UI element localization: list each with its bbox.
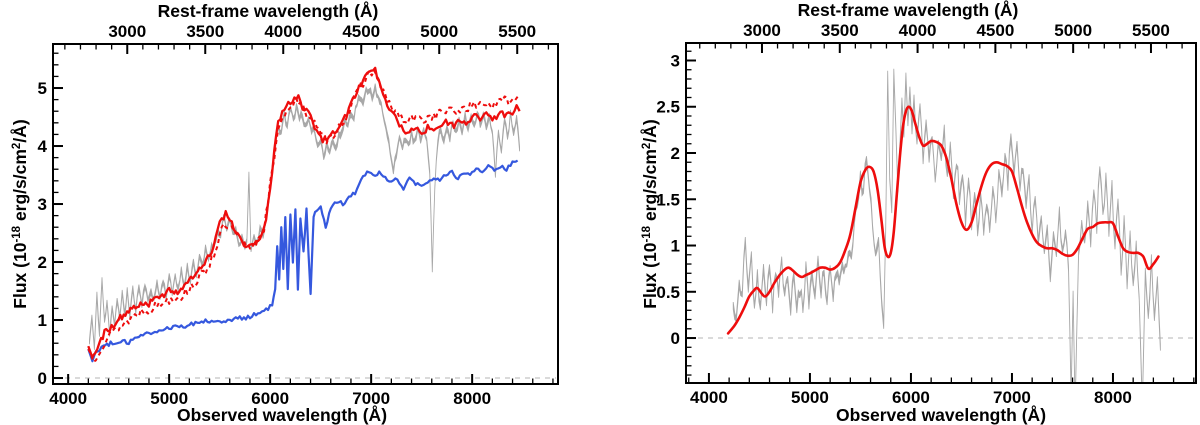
rest-tick-label: 5000 xyxy=(1054,21,1092,40)
flux-title-text: erg/s/cm xyxy=(10,149,30,226)
flux-tick-label: 3 xyxy=(38,195,47,214)
obs-tick-label: 4000 xyxy=(690,388,728,407)
flux-tick-label: 2 xyxy=(671,144,680,163)
rest-tick-label: 3000 xyxy=(743,21,781,40)
right-rest-axis-title: Rest-frame wavelength (Å) xyxy=(797,0,1019,20)
left-series-group xyxy=(87,66,521,363)
rest-tick-label: 4500 xyxy=(342,22,380,41)
obs-tick-label: 7000 xyxy=(352,389,390,408)
flux-title-exponent: 2 xyxy=(10,142,23,150)
obs-tick-label: 5000 xyxy=(150,389,188,408)
flux-tick-label: 1.5 xyxy=(656,190,680,209)
obs-tick-label: 7000 xyxy=(993,388,1031,407)
rest-tick-label: 5500 xyxy=(498,22,536,41)
left-spectrum-panel: 4000 5000 6000 7000 8000 3000 3500 4000 4500 5000… xyxy=(38,22,559,408)
right-spectrum-panel: 4000 5000 6000 7000 8000 3000 3500 4000 4500 5000… xyxy=(656,21,1197,407)
host-galaxy-template-blue xyxy=(87,159,519,363)
rest-tick-label: 5000 xyxy=(420,22,458,41)
left-flux-axis-title: Flux (10-18 erg/s/cm2/Å) xyxy=(10,94,30,334)
flux-title-exponent: -18 xyxy=(10,225,23,243)
rest-tick-label: 3500 xyxy=(186,22,224,41)
flux-tick-label: 0 xyxy=(671,329,680,348)
right-flux-axis-title: Flux (10-18 erg/s/cm2/Å) xyxy=(640,94,660,334)
left-rest-axis-title: Rest-frame wavelength (Å) xyxy=(157,1,379,21)
rest-tick-label: 3000 xyxy=(108,22,146,41)
obs-tick-label: 8000 xyxy=(1094,388,1132,407)
left-plot-frame xyxy=(52,43,559,385)
flux-tick-label: 2.5 xyxy=(656,98,680,117)
flux-title-exponent: -18 xyxy=(640,225,653,243)
flux-title-text: erg/s/cm xyxy=(640,149,660,226)
right-series-group xyxy=(726,68,1161,382)
flux-tick-label: 0 xyxy=(38,369,47,388)
flux-title-text: Flux (10 xyxy=(640,242,660,309)
obs-tick-label: 4000 xyxy=(49,389,87,408)
flux-tick-label: 2 xyxy=(38,253,47,272)
flux-tick-label: 4 xyxy=(38,137,48,156)
right-plot-frame xyxy=(685,42,1197,384)
obs-tick-label: 8000 xyxy=(453,389,491,408)
rest-tick-label: 4000 xyxy=(899,21,937,40)
right-obs-axis-title: Observed wavelength (Å) xyxy=(835,405,1047,425)
model-fit-red-dashed xyxy=(87,69,519,363)
obs-tick-label: 5000 xyxy=(791,388,829,407)
rest-tick-label: 5500 xyxy=(1132,21,1170,40)
flux-tick-label: 5 xyxy=(38,79,47,98)
rest-tick-label: 3500 xyxy=(821,21,859,40)
obs-tick-label: 6000 xyxy=(892,388,930,407)
flux-title-text: /Å) xyxy=(10,119,30,143)
flux-tick-label: 1 xyxy=(38,311,47,330)
model-fit-red-solid xyxy=(87,66,521,359)
rest-tick-label: 4000 xyxy=(264,22,302,41)
smoothed-sn-spectrum-red xyxy=(726,105,1160,335)
left-obs-axis-title: Observed wavelength (Å) xyxy=(176,405,388,425)
flux-tick-label: 3 xyxy=(671,51,680,70)
flux-tick-label: 0.5 xyxy=(656,283,680,302)
flux-title-text: /Å) xyxy=(640,119,660,143)
flux-title-exponent: 2 xyxy=(640,142,653,150)
rest-tick-label: 4500 xyxy=(976,21,1014,40)
flux-tick-label: 1 xyxy=(671,237,680,256)
flux-title-text: Flux (10 xyxy=(10,242,30,309)
host-subtracted-spectrum-gray xyxy=(732,68,1161,382)
obs-tick-label: 6000 xyxy=(251,389,289,408)
